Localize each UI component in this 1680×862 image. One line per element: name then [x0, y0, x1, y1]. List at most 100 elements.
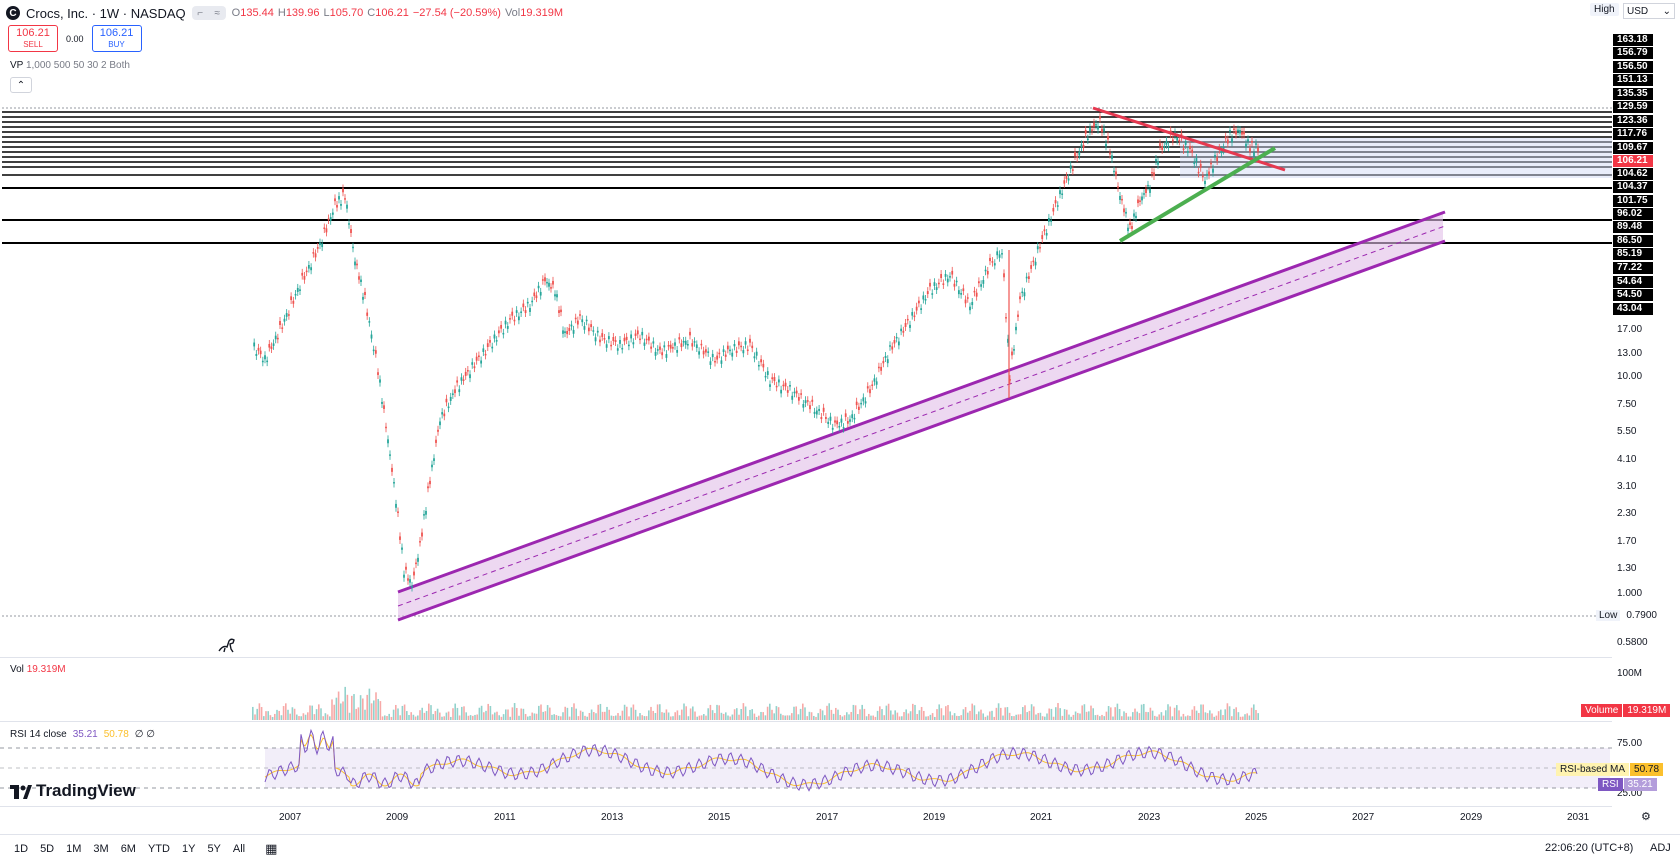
volume-bar — [907, 713, 910, 720]
volume-bar — [678, 715, 681, 720]
candle — [829, 416, 832, 421]
candle — [897, 341, 900, 346]
rsi-line — [264, 728, 1258, 792]
tradingview-logo[interactable]: TradingView — [10, 781, 136, 801]
candle — [818, 408, 820, 411]
volume-bar — [564, 706, 566, 720]
candle — [1050, 220, 1053, 222]
range-button-1d[interactable]: 1D — [14, 842, 29, 855]
dinosaur-icon[interactable] — [217, 635, 237, 655]
volume-bar — [425, 710, 428, 720]
settings-icon[interactable]: ⚙ — [1641, 811, 1651, 823]
candle — [327, 218, 330, 221]
price-axis-label: 2.30 — [1617, 508, 1637, 519]
volume-bar — [648, 710, 650, 720]
time-axis[interactable]: 2007 2009 2011 2013 2015 2017 2019 2021 2023 2025… — [0, 808, 1612, 826]
candle — [940, 274, 943, 279]
volume-bar — [1189, 715, 1191, 720]
candle — [546, 281, 548, 284]
range-button-5d[interactable]: 5D — [40, 842, 55, 855]
pane-divider[interactable] — [0, 721, 1612, 722]
volume-bar — [802, 703, 804, 720]
price-axis-label: 86.50 — [1613, 235, 1653, 247]
candle — [1195, 158, 1198, 162]
volume-bar — [604, 711, 606, 720]
candle — [1125, 211, 1127, 214]
candle — [401, 547, 403, 550]
volume-bar — [373, 700, 375, 720]
candle — [255, 353, 258, 356]
currency-select[interactable]: USD ⌄ — [1623, 3, 1675, 19]
volume-bar — [870, 715, 872, 720]
candle — [283, 318, 286, 322]
candle — [769, 384, 771, 387]
volume-bar — [1156, 716, 1158, 720]
candle — [379, 379, 381, 383]
candle — [1212, 168, 1214, 173]
volume-bar — [304, 714, 307, 720]
range-button-1y[interactable]: 1Y — [181, 842, 196, 855]
range-button-6m[interactable]: 6M — [120, 842, 136, 855]
calendar-icon[interactable]: ▦ — [265, 840, 278, 856]
volume-bar — [285, 703, 287, 720]
legend-toggle[interactable]: ⌐ ≈ — [191, 6, 226, 20]
candle — [625, 336, 628, 341]
volume-bar — [335, 697, 338, 720]
collapse-indicators-button[interactable]: ⌃ — [10, 77, 32, 93]
sell-button[interactable]: 106.21 SELL — [8, 25, 58, 52]
candle — [1103, 128, 1105, 132]
candle — [654, 351, 657, 356]
volume-bar — [557, 715, 560, 720]
symbol-title[interactable]: Crocs, Inc. · 1W · NASDAQ — [26, 5, 186, 21]
candle — [791, 395, 794, 400]
range-button-1m[interactable]: 1M — [66, 842, 82, 855]
candle — [700, 343, 703, 346]
candle — [1069, 165, 1072, 170]
pane-divider[interactable] — [0, 657, 1612, 658]
candle — [780, 389, 783, 394]
buy-button[interactable]: 106.21 BUY — [91, 25, 142, 52]
volume-bar — [784, 715, 786, 720]
candle — [548, 282, 550, 287]
volume-bar — [346, 694, 349, 720]
volume-bar — [379, 701, 382, 720]
volume-bar — [914, 704, 916, 720]
clock[interactable]: 22:06:20 (UTC+8) — [1545, 842, 1634, 854]
rsi-legend[interactable]: RSI 14 close 35.21 50.78 ∅ ∅ — [10, 729, 155, 740]
volume-bar — [384, 715, 386, 720]
time-axis-label: 2019 — [923, 812, 946, 823]
volume-bar — [1101, 714, 1103, 720]
volume-bar — [546, 705, 549, 720]
candle — [722, 349, 725, 353]
volume-bar — [434, 711, 437, 720]
volume-bar — [522, 708, 525, 720]
volume-bar — [995, 707, 998, 720]
candle — [397, 511, 399, 513]
price-axis-label: 89.48 — [1613, 221, 1653, 233]
range-button-ytd[interactable]: YTD — [147, 842, 170, 855]
volume-bar — [850, 711, 852, 720]
candle — [935, 287, 938, 290]
volume-bar — [903, 712, 905, 720]
candle — [285, 313, 288, 317]
candle — [809, 405, 811, 410]
volume-bar — [731, 714, 734, 720]
volume-bar — [1114, 707, 1116, 720]
candle — [1034, 261, 1037, 266]
range-button-5y[interactable]: 5Y — [207, 842, 221, 855]
price-axis[interactable]: 163.18 156.79 156.50 151.13 135.35 129.59 123.… — [1613, 0, 1680, 655]
volume-bar — [1006, 707, 1009, 720]
range-button-all[interactable]: All — [232, 842, 246, 855]
candle — [786, 390, 789, 393]
volume-bar — [881, 709, 883, 720]
candle — [886, 359, 889, 364]
volume-legend[interactable]: Vol 19.319M — [10, 664, 66, 675]
range-button-3m[interactable]: 3M — [93, 842, 109, 855]
price-axis-label: 0.5800 — [1617, 637, 1648, 648]
high-button[interactable]: High — [1590, 3, 1619, 16]
candle — [605, 344, 608, 348]
volume-profile-legend[interactable]: VP 1,000 500 50 30 2 Both — [10, 60, 130, 71]
adjust-toggle[interactable]: ADJ — [1650, 842, 1671, 854]
candle — [1076, 156, 1079, 159]
